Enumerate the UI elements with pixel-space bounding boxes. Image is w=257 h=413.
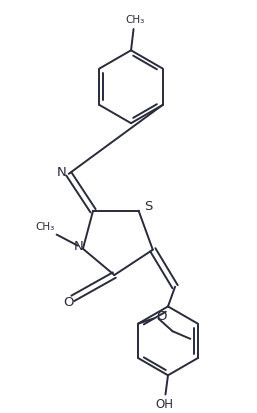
Text: N: N [57,166,67,179]
Text: N: N [74,240,84,253]
Text: CH₃: CH₃ [125,15,144,25]
Text: O: O [157,310,167,323]
Text: CH₃: CH₃ [35,222,54,232]
Text: OH: OH [155,398,173,411]
Text: S: S [144,200,152,213]
Text: O: O [63,296,74,309]
